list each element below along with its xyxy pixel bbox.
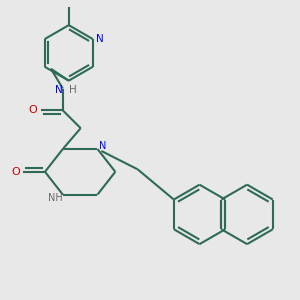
Text: H: H xyxy=(69,85,76,94)
Text: NH: NH xyxy=(47,193,62,202)
Text: N: N xyxy=(96,34,104,44)
Text: N: N xyxy=(99,141,106,151)
Text: N: N xyxy=(55,85,63,94)
Text: O: O xyxy=(11,167,20,177)
Text: O: O xyxy=(29,105,38,116)
